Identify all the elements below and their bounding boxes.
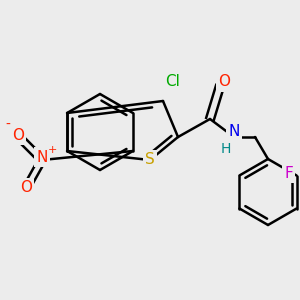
Text: O: O [12, 128, 24, 142]
Text: O: O [218, 74, 230, 89]
Text: +: + [47, 145, 57, 155]
Text: N: N [228, 124, 240, 140]
Text: S: S [145, 152, 155, 167]
Text: N: N [36, 149, 48, 164]
Text: F: F [284, 166, 293, 181]
Text: O: O [20, 181, 32, 196]
Text: Cl: Cl [166, 74, 180, 88]
Text: H: H [221, 142, 231, 156]
Text: -: - [6, 118, 10, 132]
